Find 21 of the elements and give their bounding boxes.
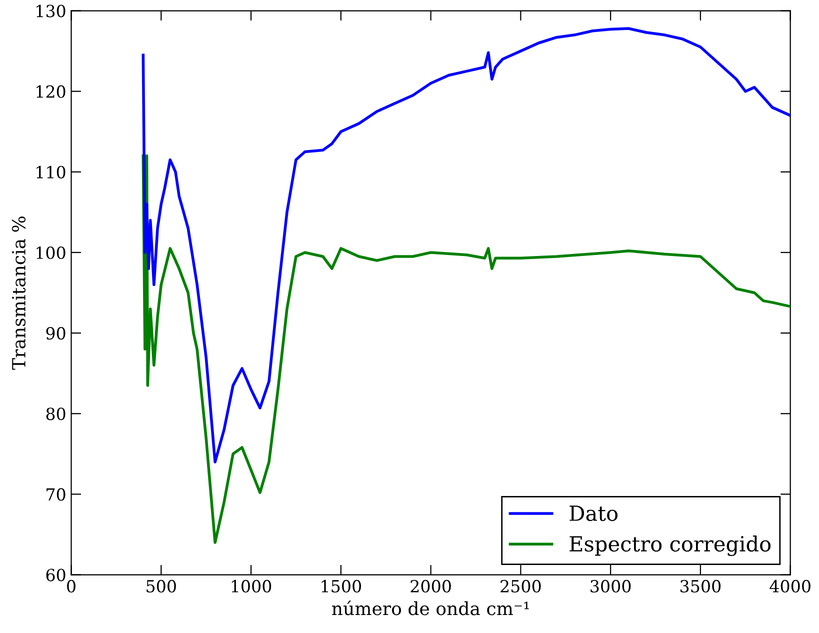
- legend-label: Dato: [570, 506, 618, 522]
- x-tick-label: 2000: [410, 580, 451, 593]
- y-tick-label: 70: [46, 488, 66, 501]
- x-axis-title: número de onda cm⁻¹: [332, 600, 529, 616]
- y-tick-label: 90: [46, 327, 66, 340]
- y-tick-label: 100: [36, 246, 66, 260]
- legend-label: Espectro corregido: [570, 536, 771, 556]
- y-tick-label: 60: [46, 568, 66, 582]
- x-tick-label: 1500: [322, 580, 362, 593]
- x-tick-label: 3500: [680, 580, 721, 593]
- x-tick-label: 3000: [590, 580, 631, 593]
- y-tick-label: 80: [46, 408, 66, 420]
- x-tick-label: 2500: [500, 580, 541, 593]
- y-tick-label: 130: [36, 4, 66, 18]
- x-tick-label: 0: [67, 580, 76, 593]
- y-axis-title: Transmitancia %: [12, 216, 26, 370]
- x-tick-label: 1000: [232, 580, 272, 593]
- x-tick-label: 500: [146, 580, 176, 593]
- y-tick-label: 120: [36, 85, 66, 98]
- y-tick-label: 110: [36, 166, 66, 178]
- x-tick-label: 4000: [770, 580, 810, 593]
